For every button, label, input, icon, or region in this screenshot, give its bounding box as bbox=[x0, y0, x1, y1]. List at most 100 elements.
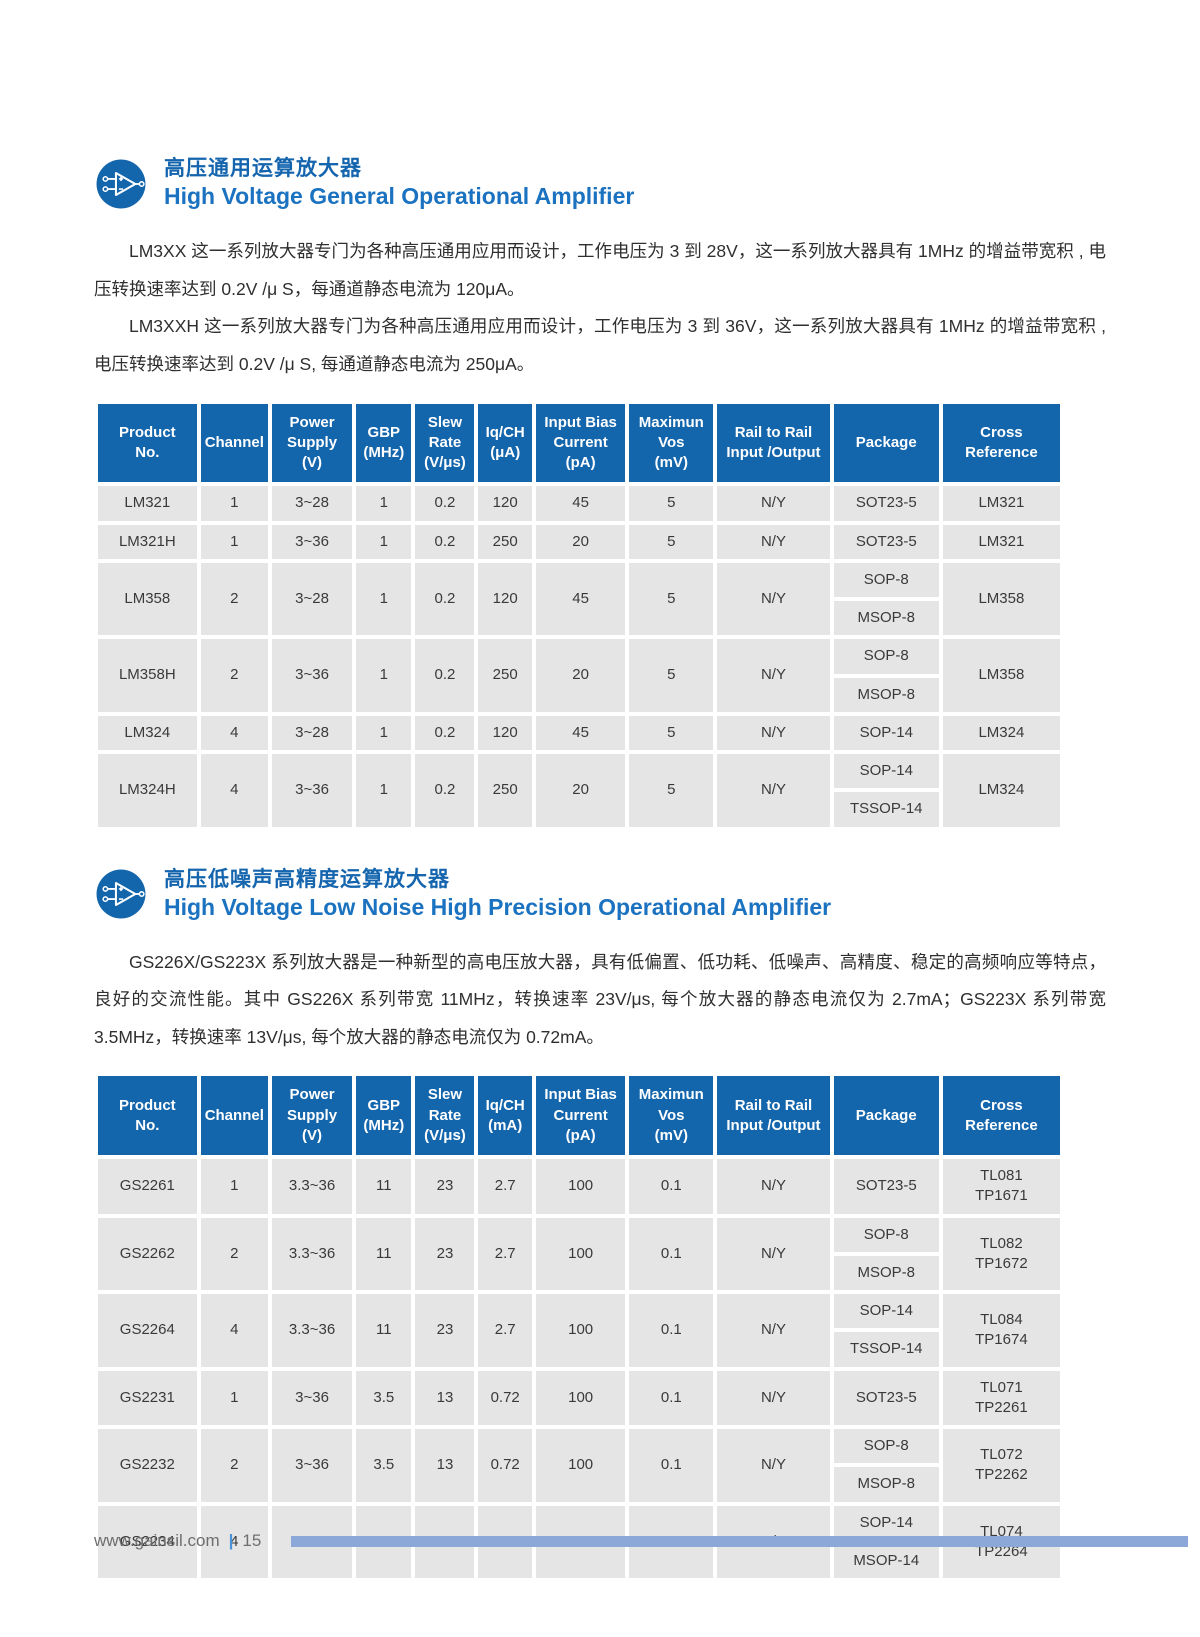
cell-package: MSOP-8 bbox=[833, 1467, 939, 1502]
paragraph: GS226X/GS223X 系列放大器是一种新型的高电压放大器，具有低偏置、低功… bbox=[94, 951, 1106, 1047]
cell-cross-reference: TL084 TP1674 bbox=[942, 1294, 1060, 1367]
cell-rail-to-rail: N/Y bbox=[717, 524, 830, 559]
cell-package: SOP-14 bbox=[833, 1294, 939, 1329]
column-header: Power Supply (V) bbox=[271, 1076, 353, 1156]
cell-input-bias-current: 100 bbox=[535, 1370, 626, 1426]
cell-package: SOP-8 bbox=[833, 639, 939, 674]
cell-package: SOP-8 bbox=[833, 1217, 939, 1252]
opamp-icon bbox=[94, 867, 148, 921]
cell-power-supply: 3.3~36 bbox=[271, 1159, 353, 1214]
cell-power-supply: 3~36 bbox=[271, 1370, 353, 1426]
cell-slew-rate: 0.2 bbox=[415, 524, 475, 559]
section-title-en: High Voltage Low Noise High Precision Op… bbox=[164, 893, 832, 920]
cell-cross-reference: LM324 bbox=[942, 754, 1060, 827]
cell-channel: 1 bbox=[200, 1370, 268, 1426]
footer-accent-bar bbox=[291, 1535, 1188, 1547]
table-row: GS2232 2 3~36 3.5 13 0.72 100 0.1 N/Y SOP-8 TL072 … bbox=[98, 1429, 1060, 1502]
cell-input-bias-current: 20 bbox=[535, 639, 626, 712]
column-header: GBP (MHz) bbox=[356, 403, 412, 483]
table-row: GS2231 1 3~36 3.5 13 0.72 100 0.1 N/Y SOT23-5 TL07… bbox=[98, 1370, 1060, 1426]
cell-input-bias-current: 45 bbox=[535, 562, 626, 636]
cell-power-supply: 3~28 bbox=[271, 486, 353, 521]
page-content: 高压通用运算放大器 High Voltage General Operation… bbox=[94, 156, 1106, 1583]
cell-iq-ch: 2.7 bbox=[478, 1294, 532, 1367]
column-header: Maximun Vos (mV) bbox=[629, 1076, 714, 1156]
opamp-icon bbox=[94, 157, 148, 211]
column-header: Package bbox=[833, 1076, 939, 1156]
table-row: LM324H 4 3~36 1 0.2 250 20 5 N/Y SOP-14 LM324 bbox=[98, 754, 1060, 827]
cell-cross-reference: LM358 bbox=[942, 562, 1060, 636]
cell-cross-reference: LM358 bbox=[942, 639, 1060, 712]
cell-slew-rate: 23 bbox=[415, 1294, 475, 1367]
cell-input-bias-current: 100 bbox=[535, 1159, 626, 1214]
cell-iq-ch: 0.72 bbox=[478, 1370, 532, 1426]
column-header: Slew Rate (V/μs) bbox=[415, 1076, 475, 1156]
cell-gbp: 1 bbox=[356, 486, 412, 521]
cell-channel: 1 bbox=[200, 524, 268, 559]
paragraph: LM3XX 这一系列放大器专门为各种高压通用应用而设计，工作电压为 3 到 28… bbox=[94, 241, 1106, 299]
cell-maximun-vos: 0.1 bbox=[629, 1217, 714, 1291]
cell-package: MSOP-8 bbox=[833, 601, 939, 636]
cell-rail-to-rail: N/Y bbox=[717, 562, 830, 636]
cell-product-no: LM358 bbox=[98, 562, 197, 636]
section-paragraphs: LM3XX 这一系列放大器专门为各种高压通用应用而设计，工作电压为 3 到 28… bbox=[94, 233, 1106, 384]
paragraph: LM3XXH 这一系列放大器专门为各种高压通用应用而设计，工作电压为 3 到 3… bbox=[94, 316, 1106, 374]
cell-iq-ch: 2.7 bbox=[478, 1159, 532, 1214]
column-header: Slew Rate (V/μs) bbox=[415, 403, 475, 483]
table-header-row: Product No. Channel Power Supply (V) GBP (M… bbox=[98, 1076, 1060, 1156]
section-titles: 高压通用运算放大器 High Voltage General Operation… bbox=[164, 156, 634, 211]
cell-rail-to-rail: N/Y bbox=[717, 486, 830, 521]
cell-product-no: LM321H bbox=[98, 524, 197, 559]
cell-iq-ch: 250 bbox=[478, 754, 532, 827]
cell-slew-rate: 0.2 bbox=[415, 562, 475, 636]
cell-package: SOT23-5 bbox=[833, 486, 939, 521]
cell-gbp: 1 bbox=[356, 715, 412, 750]
column-header: Input Bias Current (pA) bbox=[535, 403, 626, 483]
column-header: Rail to Rail Input /Output bbox=[717, 403, 830, 483]
column-header: Maximun Vos (mV) bbox=[629, 403, 714, 483]
cell-product-no: LM324 bbox=[98, 715, 197, 750]
cell-slew-rate: 13 bbox=[415, 1370, 475, 1426]
footer-page-number: 15 bbox=[242, 1531, 262, 1550]
table-subrow: MSOP-8 bbox=[98, 1467, 1060, 1502]
cell-input-bias-current: 100 bbox=[535, 1294, 626, 1367]
section-paragraphs: GS226X/GS223X 系列放大器是一种新型的高电压放大器，具有低偏置、低功… bbox=[94, 944, 1106, 1057]
table-row: LM321H 1 3~36 1 0.2 250 20 5 N/Y SOT23-5 LM321 bbox=[98, 524, 1060, 559]
table-row: LM358 2 3~28 1 0.2 120 45 5 N/Y SOP-8 LM358 bbox=[98, 562, 1060, 636]
footer-separator: | bbox=[228, 1531, 234, 1550]
footer-website: www.gainsil.com bbox=[94, 1531, 220, 1550]
cell-channel: 4 bbox=[200, 1505, 268, 1579]
cell-package: MSOP-8 bbox=[833, 1255, 939, 1291]
column-header: Cross Reference bbox=[942, 1076, 1060, 1156]
section-high-voltage-low-noise: 高压低噪声高精度运算放大器 High Voltage Low Noise Hig… bbox=[94, 867, 1106, 1583]
table-subrow: MSOP-8 bbox=[98, 677, 1060, 712]
spec-table-gs22xx: Product No. Channel Power Supply (V) GBP (M… bbox=[94, 1072, 1064, 1582]
cell-power-supply: 3.3~36 bbox=[271, 1294, 353, 1367]
cell-slew-rate: 13 bbox=[415, 1429, 475, 1502]
cell-cross-reference: TL082 TP1672 bbox=[942, 1217, 1060, 1291]
cell-rail-to-rail: N/Y bbox=[717, 1429, 830, 1502]
section-title-en: High Voltage General Operational Amplifi… bbox=[164, 183, 635, 210]
cell-power-supply: 3~28 bbox=[271, 562, 353, 636]
cell-package: SOP-14 bbox=[833, 1505, 939, 1540]
cell-product-no: LM321 bbox=[98, 486, 197, 521]
cell-gbp: 11 bbox=[356, 1217, 412, 1291]
cell-slew-rate: 23 bbox=[415, 1159, 475, 1214]
cell-cross-reference: LM324 bbox=[942, 715, 1060, 750]
table-header-row: Product No. Channel Power Supply (V) GBP (M… bbox=[98, 403, 1060, 483]
cell-maximun-vos: 0.1 bbox=[629, 1159, 714, 1214]
section-titles: 高压低噪声高精度运算放大器 High Voltage Low Noise Hig… bbox=[164, 867, 831, 922]
cell-slew-rate: 0.2 bbox=[415, 715, 475, 750]
cell-rail-to-rail: N/Y bbox=[717, 1217, 830, 1291]
section-title-cn: 高压通用运算放大器 bbox=[164, 157, 362, 180]
table-row: LM321 1 3~28 1 0.2 120 45 5 N/Y SOT23-5 LM321 bbox=[98, 486, 1060, 521]
cell-gbp: 1 bbox=[356, 639, 412, 712]
cell-iq-ch: 2.7 bbox=[478, 1217, 532, 1291]
section-header: 高压低噪声高精度运算放大器 High Voltage Low Noise Hig… bbox=[94, 867, 1106, 922]
cell-input-bias-current: 20 bbox=[535, 524, 626, 559]
cell-channel: 2 bbox=[200, 1429, 268, 1502]
cell-iq-ch: 250 bbox=[478, 524, 532, 559]
cell-product-no: GS2262 bbox=[98, 1217, 197, 1291]
column-header: Channel bbox=[200, 1076, 268, 1156]
cell-maximun-vos: 0.1 bbox=[629, 1370, 714, 1426]
